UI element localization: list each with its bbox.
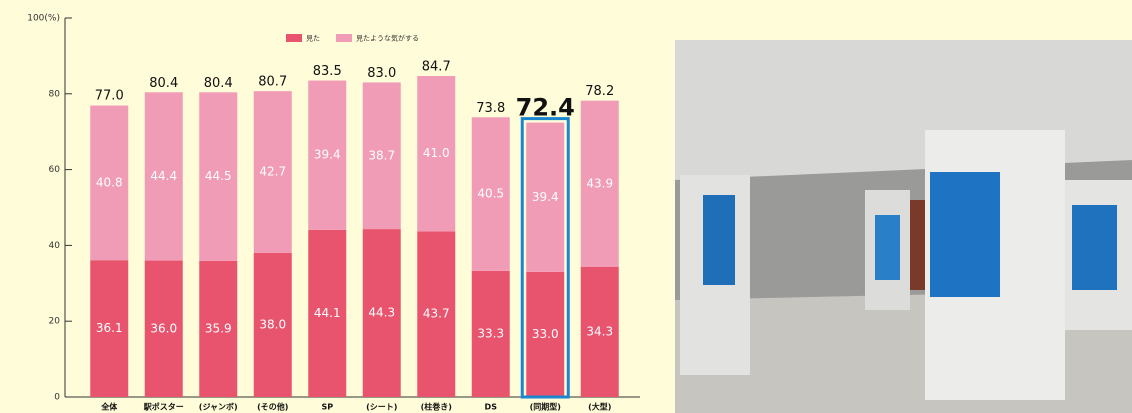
- x-tick-label: 全体: [100, 402, 118, 412]
- y-tick-label: 60: [49, 165, 61, 175]
- x-tick-label: 駅ポスター: [144, 402, 184, 412]
- total-label: 80.4: [204, 76, 233, 91]
- value-label: 44.3: [368, 306, 395, 320]
- y-tick-label: 40: [49, 241, 61, 251]
- value-label: 44.5: [205, 169, 232, 183]
- value-label: 39.4: [532, 190, 559, 204]
- y-tick-label: 0: [54, 393, 60, 403]
- y-tick-label: 80: [49, 89, 61, 99]
- value-label: 38.0: [259, 317, 286, 331]
- value-label: 43.9: [586, 176, 613, 190]
- x-tick-label: DS: [485, 403, 498, 412]
- total-label: 80.4: [149, 76, 178, 91]
- photo: [675, 40, 1132, 413]
- value-label: 34.3: [586, 325, 613, 339]
- legend-label: 見た: [306, 35, 320, 43]
- total-label: 83.5: [313, 64, 342, 79]
- value-label: 41.0: [423, 146, 450, 160]
- x-tick-label: (その他): [257, 402, 288, 412]
- legend-label: 見たような気がする: [356, 34, 419, 43]
- value-label: 44.4: [150, 169, 177, 183]
- value-label: 36.0: [150, 321, 177, 335]
- total-label: 80.7: [258, 75, 287, 90]
- x-tick-label: (同期型): [530, 402, 561, 412]
- page: 0 20 40 60 80 100(%) 見た 見たような気がする 36.1 40.8 77.0 全体…: [0, 0, 1132, 413]
- value-label: 33.0: [532, 327, 559, 341]
- total-label: 77.0: [95, 89, 124, 104]
- total-label: 78.2: [585, 84, 614, 99]
- value-label: 40.5: [477, 187, 504, 201]
- x-tick-label: (ジャンボ): [199, 402, 238, 412]
- value-label: 42.7: [259, 165, 286, 179]
- legend-swatch: [336, 34, 352, 42]
- y-tick-label: 100(%): [27, 14, 60, 24]
- value-label: 35.9: [205, 321, 232, 335]
- value-label: 33.3: [477, 326, 504, 340]
- value-label: 36.1: [96, 321, 123, 335]
- value-label: 38.7: [368, 148, 395, 162]
- total-label: 83.0: [367, 66, 396, 81]
- x-tick-label: (シート): [366, 403, 397, 412]
- value-label: 43.7: [423, 307, 450, 321]
- total-label: 72.4: [516, 94, 575, 122]
- x-tick-label: (大型): [588, 402, 611, 412]
- total-label: 73.8: [476, 101, 505, 116]
- y-tick-label: 20: [49, 317, 61, 327]
- value-label: 44.1: [314, 306, 341, 320]
- legend-swatch: [286, 34, 302, 42]
- value-label: 40.8: [96, 175, 123, 189]
- total-label: 84.7: [422, 59, 451, 74]
- x-tick-label: SP: [321, 403, 333, 412]
- value-label: 39.4: [314, 148, 341, 162]
- x-tick-label: (柱巻き): [421, 402, 452, 412]
